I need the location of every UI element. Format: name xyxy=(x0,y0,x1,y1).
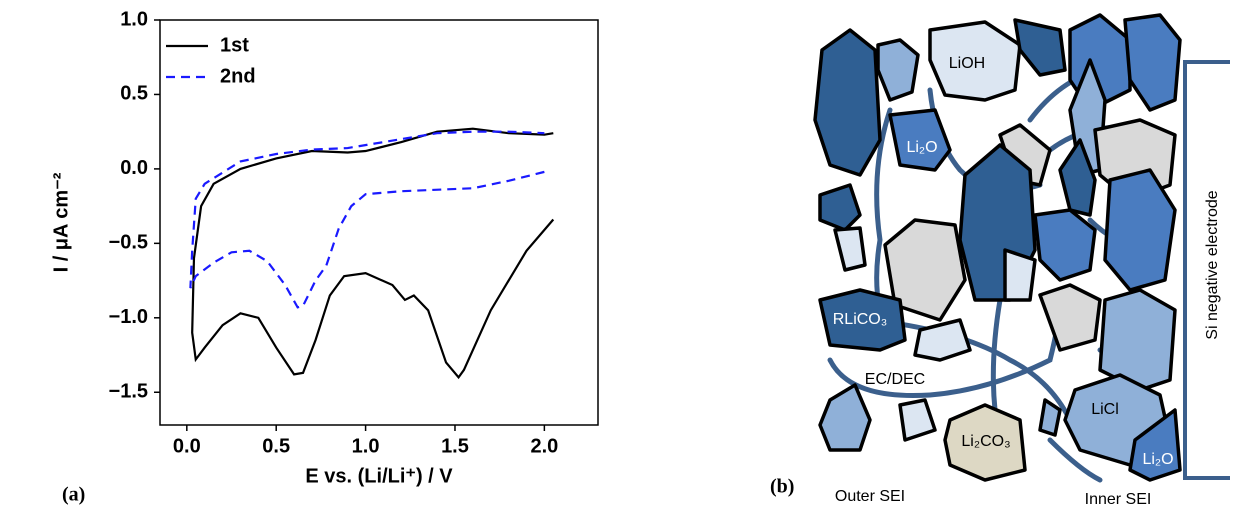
x-tick-label: 2.0 xyxy=(530,435,558,457)
y-tick-label: −0.5 xyxy=(109,232,148,254)
series-line xyxy=(190,132,544,308)
y-tick-label: 0.0 xyxy=(120,157,148,179)
legend-label: 2nd xyxy=(220,65,256,87)
species-label: LiCl xyxy=(1091,401,1119,418)
species-label: Li₂O xyxy=(906,139,937,156)
y-tick-label: −1.5 xyxy=(109,381,148,403)
x-tick-label: 0.5 xyxy=(262,435,290,457)
species-label: RLiCO₃ xyxy=(833,311,888,328)
species-label: EC/DEC xyxy=(865,371,925,388)
x-axis-label: E vs. (Li/Li⁺) / V xyxy=(305,465,453,487)
x-tick-label: 1.5 xyxy=(441,435,469,457)
outer-sei-label: Outer SEI xyxy=(835,488,905,505)
series-line xyxy=(192,129,553,378)
y-axis-label: I / μA cm⁻² xyxy=(50,172,72,272)
diagram-shapes xyxy=(815,15,1180,480)
x-tick-label: 0.0 xyxy=(173,435,201,457)
chart: 1.0 0.5 0.0 −0.5 −1.0 −1.5 0.0 0.5 1.0 1.5 2.0 E vs… xyxy=(50,8,598,487)
panel-label: (b) xyxy=(770,476,794,498)
inner-sei-label: Inner SEI xyxy=(1085,491,1152,508)
figure: Si negative electrode LiOH Li₂O RLiCO₃ E… xyxy=(0,0,1236,512)
species-label: Li₂CO₃ xyxy=(961,433,1010,450)
y-tick-label: 0.5 xyxy=(120,83,148,105)
panel-label: (a) xyxy=(62,484,85,506)
electrode-label: Si negative electrode xyxy=(1204,190,1221,340)
x-tick-label: 1.0 xyxy=(352,435,380,457)
y-tick-label: −1.0 xyxy=(109,306,148,328)
y-tick-label: 1.0 xyxy=(120,8,148,30)
species-label: Li₂O xyxy=(1142,451,1173,468)
legend-label: 1st xyxy=(220,34,249,56)
species-label: LiOH xyxy=(949,55,985,72)
